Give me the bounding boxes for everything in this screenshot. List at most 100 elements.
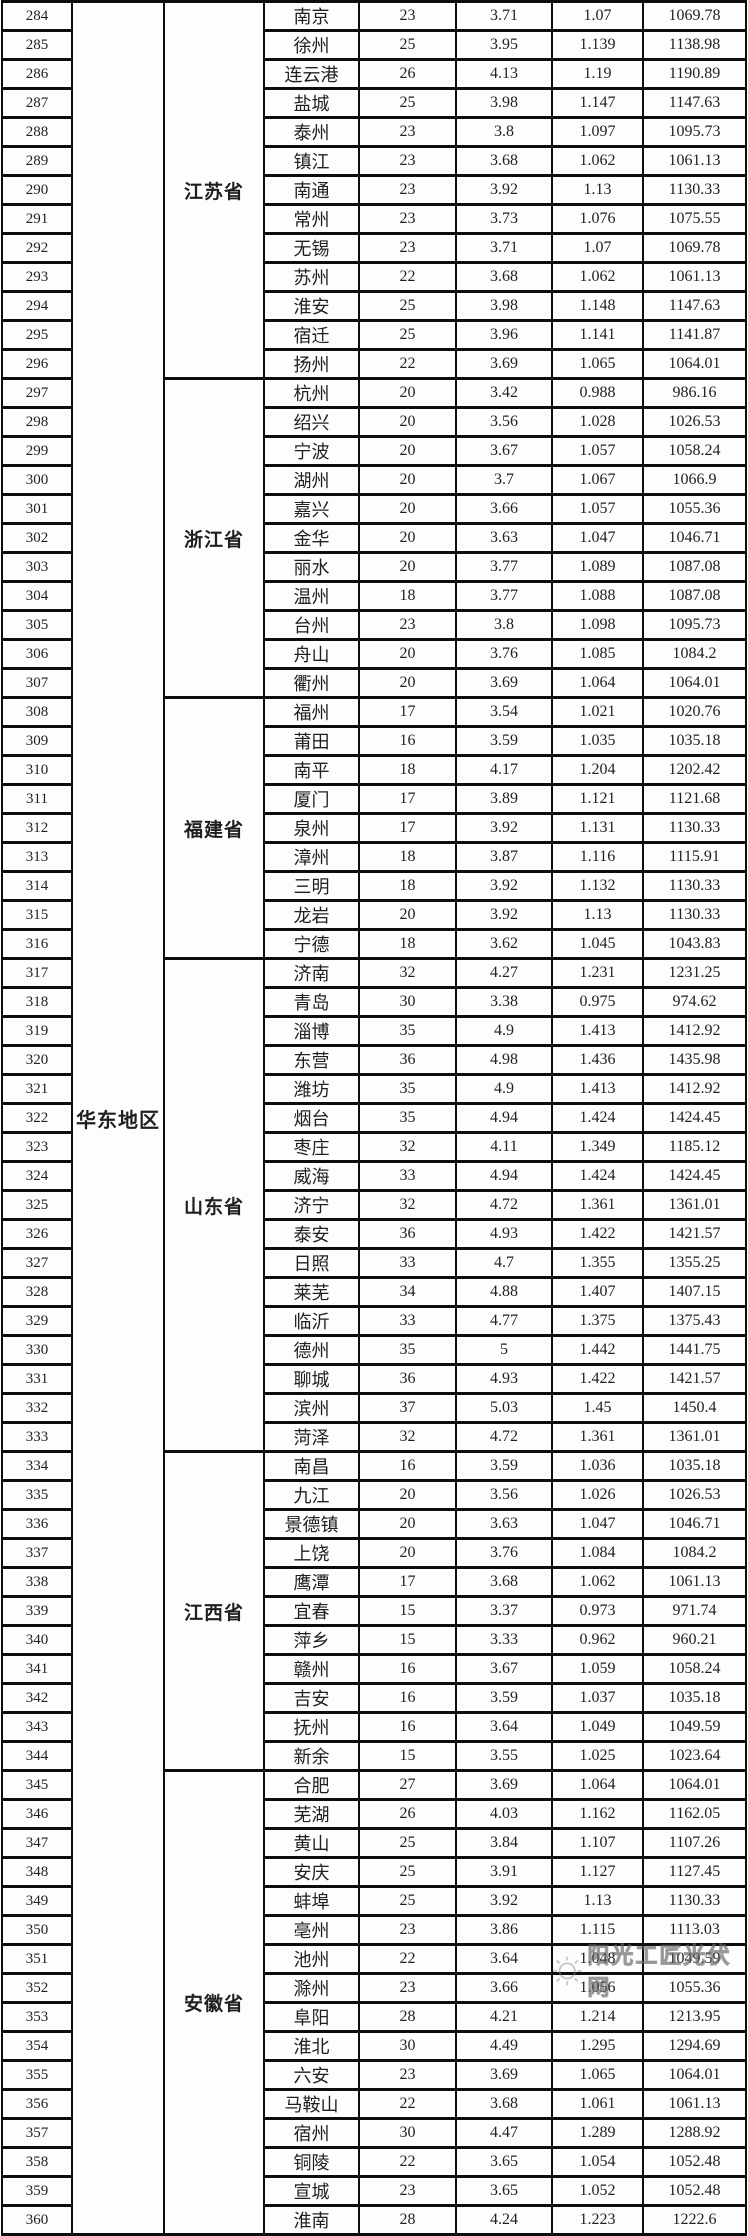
table-row: 292 无锡 23 3.71 1.07 1069.78 [1, 232, 747, 264]
value-cell-2: 3.67 [455, 435, 553, 467]
value-cell-3: 1.147 [551, 87, 644, 119]
value-cell-1: 20 [358, 899, 457, 931]
value-cell-2: 4.98 [455, 1044, 553, 1076]
value-cell-1: 32 [358, 1421, 457, 1453]
value-cell-4: 1147.63 [642, 87, 747, 119]
city-cell: 嘉兴 [263, 493, 360, 525]
value-cell-1: 22 [358, 2088, 457, 2120]
table-row: 312 泉州 17 3.92 1.131 1130.33 [1, 812, 747, 844]
value-cell-1: 23 [358, 1914, 457, 1946]
value-cell-1: 25 [358, 1885, 457, 1917]
value-cell-1: 23 [358, 174, 457, 206]
city-cell: 龙岩 [263, 899, 360, 931]
value-cell-1: 36 [358, 1044, 457, 1076]
value-cell-2: 4.47 [455, 2117, 553, 2149]
value-cell-1: 26 [358, 1798, 457, 1830]
value-cell-3: 1.436 [551, 1044, 644, 1076]
row-number-cell: 322 [1, 1102, 73, 1134]
value-cell-4: 1061.13 [642, 2088, 747, 2120]
value-cell-3: 1.064 [551, 1769, 644, 1801]
row-number-cell: 324 [1, 1160, 73, 1192]
row-number-cell: 341 [1, 1653, 73, 1685]
table-row: 293 苏州 22 3.68 1.062 1061.13 [1, 261, 747, 293]
value-cell-3: 1.045 [551, 928, 644, 960]
city-cell: 上饶 [263, 1537, 360, 1569]
value-cell-3: 1.141 [551, 319, 644, 351]
value-cell-4: 1130.33 [642, 1885, 747, 1917]
value-cell-3: 1.13 [551, 174, 644, 206]
row-number-cell: 357 [1, 2117, 73, 2149]
row-number-cell: 293 [1, 261, 73, 293]
value-cell-3: 1.13 [551, 899, 644, 931]
value-cell-1: 25 [358, 290, 457, 322]
table-row: 348 安庆 25 3.91 1.127 1127.45 [1, 1856, 747, 1888]
value-cell-4: 1026.53 [642, 1479, 747, 1511]
table-row: 336 景德镇 20 3.63 1.047 1046.71 [1, 1508, 747, 1540]
row-number-cell: 333 [1, 1421, 73, 1453]
value-cell-2: 3.89 [455, 783, 553, 815]
table-row: 340 萍乡 15 3.33 0.962 960.21 [1, 1624, 747, 1656]
value-cell-4: 1052.48 [642, 2175, 747, 2207]
city-cell: 吉安 [263, 1682, 360, 1714]
table-row: 338 鹰潭 17 3.68 1.062 1061.13 [1, 1566, 747, 1598]
row-number-cell: 349 [1, 1885, 73, 1917]
table-row: 298 绍兴 20 3.56 1.028 1026.53 [1, 406, 747, 438]
value-cell-3: 1.062 [551, 261, 644, 293]
value-cell-2: 3.66 [455, 1972, 553, 2004]
value-cell-1: 27 [358, 1769, 457, 1801]
row-number-cell: 317 [1, 957, 73, 989]
value-cell-4: 1055.36 [642, 493, 747, 525]
value-cell-4: 1052.48 [642, 2146, 747, 2178]
value-cell-1: 18 [358, 754, 457, 786]
table-row: 326 泰安 36 4.93 1.422 1421.57 [1, 1218, 747, 1250]
row-number-cell: 355 [1, 2059, 73, 2091]
value-cell-4: 1421.57 [642, 1363, 747, 1395]
row-number-cell: 350 [1, 1914, 73, 1946]
table-row: 300 湖州 20 3.7 1.067 1066.9 [1, 464, 747, 496]
row-number-cell: 309 [1, 725, 73, 757]
value-cell-4: 1049.59 [642, 1943, 747, 1975]
table-row: 346 芜湖 26 4.03 1.162 1162.05 [1, 1798, 747, 1830]
row-number-cell: 336 [1, 1508, 73, 1540]
city-cell: 马鞍山 [263, 2088, 360, 2120]
table-row: 328 莱芜 34 4.88 1.407 1407.15 [1, 1276, 747, 1308]
value-cell-2: 3.33 [455, 1624, 553, 1656]
table-row: 314 三明 18 3.92 1.132 1130.33 [1, 870, 747, 902]
value-cell-2: 3.69 [455, 667, 553, 699]
value-cell-4: 971.74 [642, 1595, 747, 1627]
table-row: 294 淮安 25 3.98 1.148 1147.63 [1, 290, 747, 322]
value-cell-4: 1069.78 [642, 232, 747, 264]
value-cell-4: 1361.01 [642, 1189, 747, 1221]
table-row: 349 蚌埠 25 3.92 1.13 1130.33 [1, 1885, 747, 1917]
value-cell-1: 20 [358, 551, 457, 583]
value-cell-2: 4.72 [455, 1421, 553, 1453]
city-cell: 宣城 [263, 2175, 360, 2207]
value-cell-2: 3.92 [455, 1885, 553, 1917]
value-cell-4: 1061.13 [642, 1566, 747, 1598]
city-cell: 抚州 [263, 1711, 360, 1743]
city-cell: 蚌埠 [263, 1885, 360, 1917]
value-cell-4: 1288.92 [642, 2117, 747, 2149]
value-cell-2: 3.67 [455, 1653, 553, 1685]
value-cell-1: 16 [358, 1682, 457, 1714]
value-cell-3: 1.07 [551, 0, 644, 32]
row-number-cell: 353 [1, 2001, 73, 2033]
value-cell-3: 1.084 [551, 1537, 644, 1569]
row-number-cell: 301 [1, 493, 73, 525]
city-cell: 潍坊 [263, 1073, 360, 1105]
province-cell: 江苏省 [163, 0, 265, 380]
row-number-cell: 321 [1, 1073, 73, 1105]
value-cell-4: 1355.25 [642, 1247, 747, 1279]
value-cell-3: 1.026 [551, 1479, 644, 1511]
value-cell-3: 1.214 [551, 2001, 644, 2033]
row-number-cell: 331 [1, 1363, 73, 1395]
table-row: 315 龙岩 20 3.92 1.13 1130.33 [1, 899, 747, 931]
value-cell-4: 1087.08 [642, 580, 747, 612]
city-cell: 扬州 [263, 348, 360, 380]
value-cell-3: 1.422 [551, 1218, 644, 1250]
value-cell-1: 23 [358, 609, 457, 641]
province-cell: 江西省 [163, 1450, 265, 1772]
row-number-cell: 314 [1, 870, 73, 902]
